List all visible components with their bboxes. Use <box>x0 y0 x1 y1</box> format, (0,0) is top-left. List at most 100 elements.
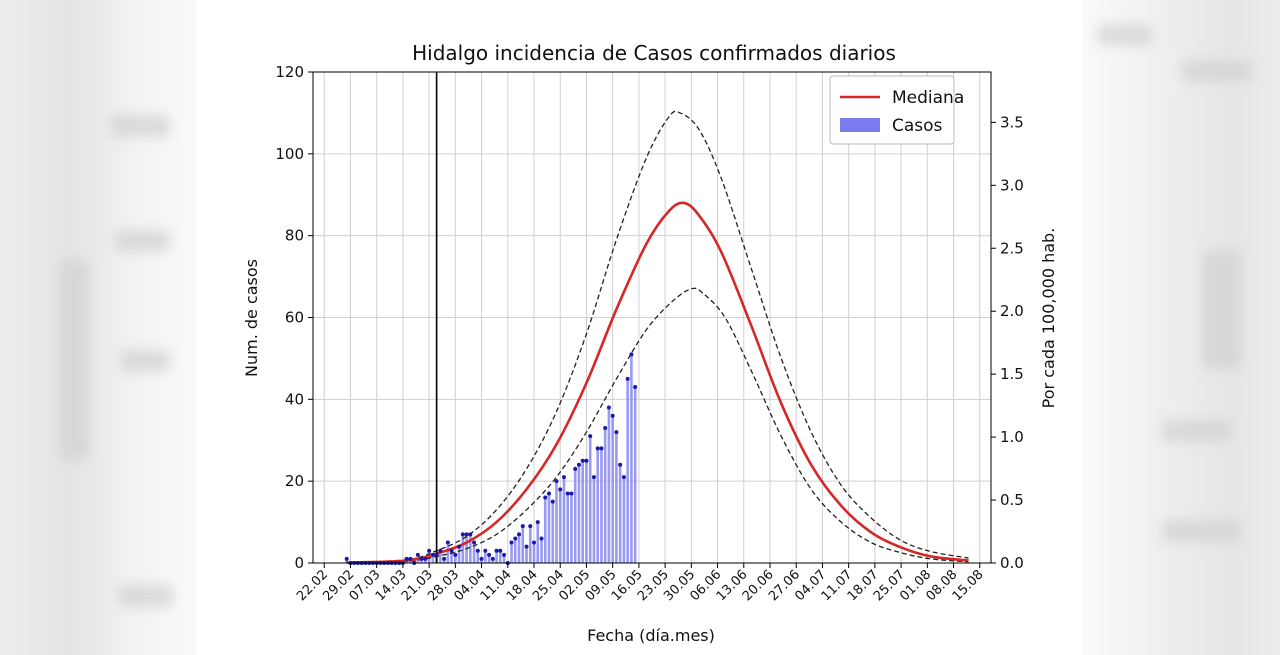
case-bar <box>626 378 629 563</box>
case-point <box>453 552 458 557</box>
case-bar <box>521 526 525 563</box>
case-point <box>550 499 555 504</box>
case-point <box>468 532 473 537</box>
case-point <box>438 548 443 553</box>
case-bar <box>547 493 551 563</box>
case-point <box>606 405 611 410</box>
y2-tick-label: 0.5 <box>1000 491 1024 509</box>
case-bar <box>588 436 592 563</box>
case-point <box>487 552 492 557</box>
case-bar <box>577 464 581 563</box>
case-point <box>502 552 507 557</box>
case-point <box>621 475 626 480</box>
y-tick-label: 100 <box>275 145 304 163</box>
y2-tick-label: 2.0 <box>1000 302 1024 320</box>
case-bar <box>570 493 573 563</box>
median-curve <box>346 201 969 564</box>
legend-mediana-label: Mediana <box>892 88 964 108</box>
case-point <box>419 556 424 561</box>
case-bar <box>480 558 483 563</box>
case-point <box>479 556 484 561</box>
case-bar <box>592 477 596 563</box>
chart-title: Hidalgo incidencia de Casos confirmados … <box>412 41 896 65</box>
case-point <box>576 462 581 467</box>
case-point <box>599 446 604 451</box>
case-bar <box>558 489 562 563</box>
legend: Mediana Casos <box>829 75 964 145</box>
case-point <box>520 524 525 529</box>
case-point <box>603 425 608 430</box>
case-point <box>415 552 420 557</box>
case-bar <box>615 432 618 563</box>
case-bar <box>420 558 423 563</box>
case-bar <box>442 558 446 563</box>
case-bar <box>536 522 540 563</box>
case-point <box>423 556 428 561</box>
case-point <box>539 536 544 541</box>
case-point <box>442 556 447 561</box>
blur-shape <box>118 585 173 607</box>
case-point <box>472 540 477 545</box>
chart-svg: 22.0229.0207.0314.0321.0328.0304.0411.04… <box>242 41 1058 645</box>
case-point <box>532 540 537 545</box>
case-point <box>618 462 623 467</box>
case-bar <box>543 497 547 563</box>
y2-tick-label: 3.0 <box>1000 176 1024 194</box>
case-point <box>588 434 593 439</box>
case-point <box>509 540 514 545</box>
case-point <box>513 536 518 541</box>
blur-shape <box>1182 60 1252 82</box>
y-axis-label: Num. de casos <box>242 259 261 377</box>
case-point <box>633 385 638 390</box>
case-point <box>427 548 432 553</box>
blur-shape <box>60 260 90 460</box>
case-point <box>475 548 480 553</box>
y2-tick-label: 1.0 <box>1000 428 1024 446</box>
case-point <box>483 548 488 553</box>
case-bar <box>491 558 495 563</box>
blur-shape <box>1097 25 1152 45</box>
case-point <box>430 552 435 557</box>
blurred-right-background <box>1082 0 1280 655</box>
case-bar <box>618 464 622 563</box>
case-point <box>565 491 570 496</box>
y2-tick-label: 2.5 <box>1000 239 1024 257</box>
case-point <box>524 544 529 549</box>
case-point <box>528 524 533 529</box>
case-point <box>580 458 585 463</box>
case-point <box>517 532 522 537</box>
case-bar <box>630 354 633 563</box>
blur-shape <box>1162 420 1232 442</box>
case-bar <box>469 534 472 563</box>
case-bar <box>603 427 607 563</box>
case-bar <box>633 387 637 563</box>
case-bar <box>622 477 626 563</box>
case-bar <box>555 481 558 563</box>
case-bar <box>476 550 480 563</box>
case-point <box>625 376 630 381</box>
case-point <box>543 495 548 500</box>
case-bar <box>611 415 614 563</box>
case-bar <box>551 501 555 563</box>
case-point <box>457 544 462 549</box>
upper-bound-curve <box>346 110 969 564</box>
blur-shape <box>115 230 170 252</box>
blur-shape <box>1202 250 1242 370</box>
case-bars <box>345 354 637 563</box>
blur-shape <box>110 115 170 137</box>
case-bar <box>573 468 577 563</box>
y-tick-label: 40 <box>285 390 304 408</box>
y2-tick-label: 0.0 <box>1000 554 1024 572</box>
case-bar <box>517 534 521 563</box>
case-bar <box>345 558 349 563</box>
case-bar <box>513 538 517 563</box>
case-point <box>494 548 499 553</box>
y2-axis-label: Por cada 100,000 hab. <box>1039 228 1058 409</box>
case-bar <box>454 554 457 563</box>
case-bar <box>461 534 465 563</box>
y-tick-label: 60 <box>285 309 304 327</box>
curves <box>346 72 969 564</box>
y2-tick-label: 1.5 <box>1000 365 1024 383</box>
case-bar <box>581 460 585 563</box>
chart-panel: 22.02 29.02 07.03 14.03 21.03 28.03 04.04 11.04… <box>196 0 1082 655</box>
